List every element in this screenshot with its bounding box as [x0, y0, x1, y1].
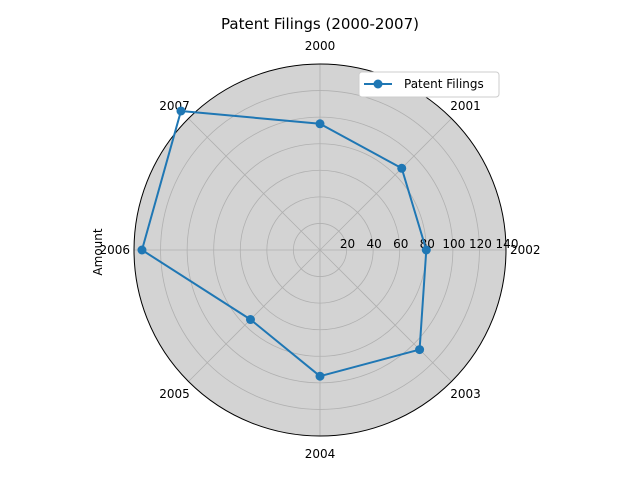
- legend-box: [358, 71, 500, 98]
- radial-tick-label: 60: [393, 237, 408, 251]
- radial-tick-label: 120: [469, 237, 492, 251]
- legend: Patent Filings: [358, 71, 500, 98]
- data-point: [176, 106, 186, 116]
- radial-tick-label: 100: [442, 237, 465, 251]
- chart-title: Patent Filings (2000-2007): [221, 15, 419, 33]
- radial-gridline: [188, 118, 321, 251]
- data-point: [421, 245, 431, 255]
- category-label: 2002: [510, 243, 541, 257]
- legend-marker: [373, 79, 383, 89]
- radial-gridline: [319, 249, 452, 382]
- data-point: [415, 345, 425, 355]
- category-label: 2001: [450, 99, 481, 113]
- category-label: 2005: [159, 387, 190, 401]
- category-label: 2006: [99, 243, 130, 257]
- y-axis-label: Amount: [91, 228, 105, 275]
- polar-frame: [133, 63, 507, 437]
- circular-gridline: [186, 116, 454, 384]
- circular-gridline: [160, 90, 480, 410]
- data-point: [137, 245, 147, 255]
- plot-area: 20 40 60 80 100 120 14020002001200220032004200…: [99, 39, 540, 461]
- data-point: [315, 371, 325, 381]
- legend-label: Patent Filings: [404, 77, 484, 91]
- category-label: 2003: [450, 387, 481, 401]
- category-label: 2000: [305, 39, 336, 53]
- radial-gridline: [319, 118, 452, 251]
- radial-tick-label: 140: [496, 237, 519, 251]
- data-point: [397, 163, 407, 173]
- circular-gridline: [239, 169, 401, 331]
- radial-tick-label: 40: [367, 237, 382, 251]
- data-point: [245, 315, 255, 325]
- category-label: 2004: [305, 447, 336, 461]
- radial-gridline: [188, 249, 321, 382]
- data-point: [315, 119, 325, 129]
- circular-gridline: [266, 196, 374, 304]
- radial-tick-label: 20: [340, 237, 355, 251]
- circular-gridline: [293, 223, 347, 277]
